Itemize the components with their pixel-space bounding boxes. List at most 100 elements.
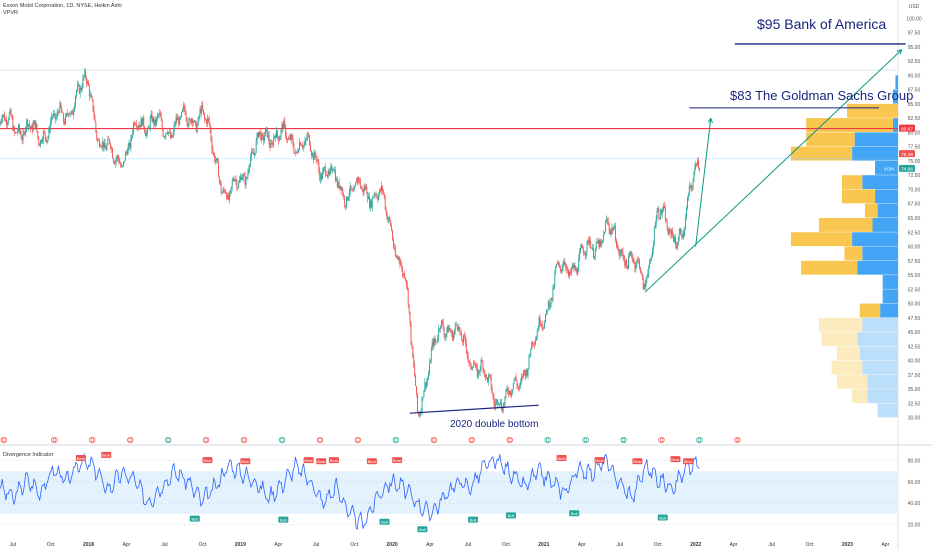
trend-line-gs-arrowhead (707, 117, 712, 123)
candle-body (598, 239, 600, 247)
candle-body (446, 327, 448, 335)
candle-body (139, 125, 141, 128)
vp-down-bar (818, 317, 863, 332)
candle-body (602, 240, 604, 243)
price-tick-label: 57.50 (908, 259, 921, 265)
candle-body (62, 112, 64, 114)
dividend-marker (240, 436, 248, 444)
candle-body (360, 187, 362, 190)
time-tick-label: Apr (123, 542, 131, 548)
candle-body (692, 181, 694, 189)
candle-body (100, 146, 102, 148)
candle-body (627, 265, 629, 269)
candle-body (697, 160, 699, 165)
candle-body (529, 353, 531, 357)
candle-body (274, 135, 276, 138)
candle-body (662, 210, 664, 214)
indicator-label: VPVR (3, 10, 18, 16)
candle-body (257, 133, 259, 138)
candle-body (615, 226, 617, 241)
candle-body (271, 143, 273, 144)
candle-body (158, 112, 160, 115)
candle-body (605, 219, 607, 222)
candle-body (690, 185, 692, 188)
candle-body (57, 111, 59, 113)
candle-body (15, 132, 17, 134)
candle-body (127, 146, 129, 155)
candle-body (380, 189, 382, 191)
candle-body (436, 341, 438, 343)
candle-body (323, 168, 324, 172)
candle-body (305, 139, 307, 141)
vp-up-bar (875, 160, 898, 175)
candle-body (25, 127, 27, 135)
candle-body (149, 118, 151, 128)
candle-body (292, 138, 294, 146)
candle-body (222, 189, 224, 193)
candle-body (42, 131, 44, 140)
candle-body (230, 186, 232, 190)
bear-label: Bear (77, 456, 86, 461)
candle-body (576, 268, 578, 274)
vp-up-bar (859, 346, 898, 361)
vp-down-bar (836, 346, 860, 361)
trend-line-boa-arrowhead (899, 49, 903, 55)
candle-body (357, 177, 358, 183)
vp-up-bar (892, 89, 898, 104)
candle-body (247, 172, 249, 178)
candle-body (654, 226, 656, 228)
candle-body (118, 157, 120, 162)
candle-body (304, 140, 306, 145)
candle-body (495, 402, 497, 407)
candle-body (308, 134, 310, 136)
candle-body (582, 248, 584, 254)
bear-label: Bear (241, 459, 250, 464)
candle-body (664, 208, 666, 221)
candle-body (487, 377, 488, 382)
bull-label: Bull (280, 517, 287, 522)
candle-body (429, 361, 431, 363)
dividend-marker (51, 436, 58, 444)
candle-body (473, 364, 475, 368)
candle-body (157, 115, 159, 118)
candle-body (416, 386, 417, 394)
candle-body (372, 197, 374, 198)
candle-body (188, 119, 190, 126)
double-bottom-line (409, 404, 539, 414)
candles (0, 68, 700, 419)
time-tick-label: Jul (9, 542, 15, 548)
candle-body (335, 179, 337, 182)
candle-body (310, 145, 311, 151)
candle-body (499, 401, 501, 405)
candle-body (606, 219, 608, 222)
candle-body (350, 185, 352, 190)
candle-body (332, 169, 334, 171)
candle-body (189, 119, 191, 120)
candle-body (559, 265, 561, 270)
marker-glyph (166, 438, 170, 442)
candle-body (101, 141, 103, 147)
candle-body (543, 328, 545, 329)
candle-body (281, 124, 283, 130)
candle-body (269, 143, 271, 148)
candle-body (676, 244, 678, 249)
candle-body (199, 109, 201, 117)
candle-body (665, 220, 667, 222)
candle-body (389, 217, 391, 221)
candle-body (178, 118, 180, 126)
candle-body (263, 135, 265, 141)
marker-glyph (318, 438, 322, 442)
candle-body (61, 107, 63, 113)
candle-body (135, 124, 136, 126)
candle-body (49, 128, 51, 131)
candle-body (579, 251, 581, 259)
candle-body (398, 256, 400, 260)
candle-body (365, 186, 367, 189)
candle-body (688, 185, 690, 195)
candle-body (66, 113, 68, 114)
candle-body (216, 158, 218, 161)
candle-body (685, 217, 687, 230)
bear-label-bg (594, 457, 605, 464)
candle-body (680, 228, 682, 236)
